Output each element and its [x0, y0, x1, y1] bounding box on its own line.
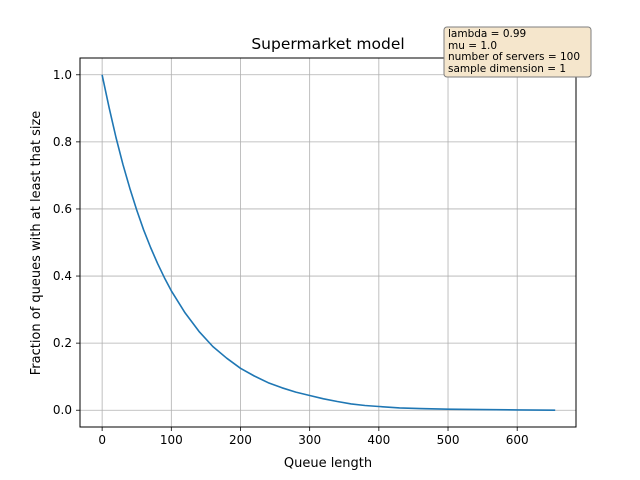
y-tick-label: 1.0 [53, 68, 72, 82]
annotation-line-lambda: lambda = 0.99 [448, 28, 526, 40]
y-tick-label: 0.4 [53, 269, 72, 283]
x-tick-label: 400 [367, 433, 390, 447]
x-tick-label: 500 [437, 433, 460, 447]
y-tick-label: 0.0 [53, 403, 72, 417]
y-tick-label: 0.8 [53, 135, 72, 149]
chart-title: Supermarket model [251, 35, 404, 53]
annotation-box [443, 26, 592, 78]
x-ticks: 0 100 200 300 400 500 600 [98, 427, 529, 447]
y-axis-label: Fraction of queues with at least that si… [29, 111, 44, 376]
y-tick-label: 0.6 [53, 202, 72, 216]
annotation-line-servers: number of servers = 100 [448, 51, 580, 63]
series-line [101, 74, 556, 411]
annotation-line-mu: mu = 1.0 [448, 40, 497, 52]
x-tick-label: 100 [160, 433, 183, 447]
annotation-line-dimension: sample dimension = 1 [448, 63, 566, 75]
x-tick-label: 600 [506, 433, 529, 447]
x-axis-label: Queue length [284, 456, 372, 471]
plot-frame [79, 57, 577, 428]
y-ticks: 0.0 0.2 0.4 0.6 0.8 1.0 [53, 68, 80, 417]
parameter-annotation: lambda = 0.99 mu = 1.0 number of servers… [443, 26, 592, 78]
x-tick-label: 0 [98, 433, 106, 447]
x-tick-label: 200 [229, 433, 252, 447]
line-layer [101, 74, 556, 411]
grid [80, 58, 576, 427]
x-tick-label: 300 [298, 433, 321, 447]
y-tick-label: 0.2 [53, 336, 72, 350]
